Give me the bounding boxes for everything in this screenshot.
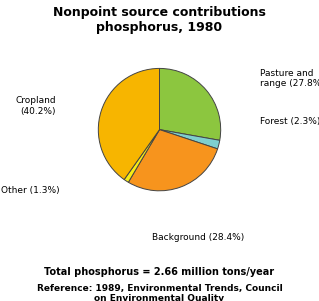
Wedge shape — [128, 130, 218, 191]
Wedge shape — [160, 130, 220, 149]
Text: Background (28.4%): Background (28.4%) — [152, 233, 244, 242]
Text: Cropland
(40.2%): Cropland (40.2%) — [15, 96, 56, 116]
Wedge shape — [98, 68, 160, 180]
Text: Other (1.3%): Other (1.3%) — [1, 186, 59, 195]
Wedge shape — [160, 68, 221, 140]
Title: Nonpoint source contributions
phosphorus, 1980: Nonpoint source contributions phosphorus… — [53, 5, 266, 34]
Text: Total phosphorus = 2.66 million tons/year: Total phosphorus = 2.66 million tons/yea… — [44, 267, 275, 278]
Text: Forest (2.3%): Forest (2.3%) — [260, 116, 319, 126]
Text: Reference: 1989, Environmental Trends, Council
on Environmental Quality: Reference: 1989, Environmental Trends, C… — [37, 284, 282, 301]
Wedge shape — [124, 130, 160, 182]
Text: Pasture and
range (27.8%): Pasture and range (27.8%) — [260, 69, 319, 88]
